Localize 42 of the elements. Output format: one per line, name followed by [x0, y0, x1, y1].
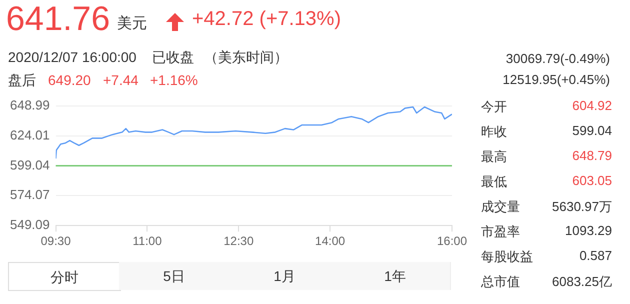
text: 今开 [481, 98, 507, 116]
text: 昨收 [481, 123, 507, 141]
text: （美东时间） [204, 49, 288, 67]
y-tick-label: 599.04 [10, 157, 50, 172]
text: 最高 [481, 148, 507, 166]
text: 1年 [340, 262, 451, 290]
x-tick-label: 16:00 [436, 234, 468, 248]
x-tick-label: 14:00 [315, 234, 346, 248]
text: 成交量 [481, 198, 520, 216]
text: 市盈率 [481, 223, 520, 241]
text: 30069.79(-0.49%) [506, 51, 610, 66]
text: +42.72 (+7.13%) [192, 7, 341, 32]
x-tick-label: 12:30 [224, 234, 254, 248]
x-tick-label: 11:00 [132, 234, 162, 248]
y-tick-label: 648.99 [10, 97, 50, 112]
text: 604.92 [572, 98, 612, 113]
text: 已收盘 [152, 49, 194, 67]
text: 5630.97万 [552, 198, 612, 216]
text: +1.16% [150, 72, 198, 88]
text: 1月 [229, 262, 341, 290]
y-tick-label: 624.01 [10, 127, 50, 142]
y-tick-label: 549.09 [10, 217, 50, 232]
text: 603.05 [572, 173, 612, 188]
y-tick-label: 574.07 [10, 187, 50, 202]
x-tick-label: 09:30 [40, 234, 72, 248]
text: 最低 [481, 173, 507, 191]
text: 盘后 [8, 72, 36, 90]
text: +7.44 [103, 72, 138, 88]
text: 1093.29 [565, 223, 612, 238]
text: 2020/12/07 16:00:00 [8, 49, 136, 65]
text: 12519.95(+0.45%) [502, 72, 610, 87]
chart-title: 641.76 [6, 0, 110, 38]
text: 649.20 [48, 72, 91, 88]
text: 6083.25亿 [552, 273, 612, 291]
text: 每股收益 [481, 248, 533, 266]
text: 599.04 [572, 123, 612, 138]
text: 总市值 [481, 273, 520, 291]
text: 美元 [117, 14, 147, 33]
text: 5日 [119, 262, 230, 290]
text: 分时 [8, 262, 121, 291]
text: 0.587 [579, 248, 612, 263]
text: 648.79 [572, 148, 612, 163]
